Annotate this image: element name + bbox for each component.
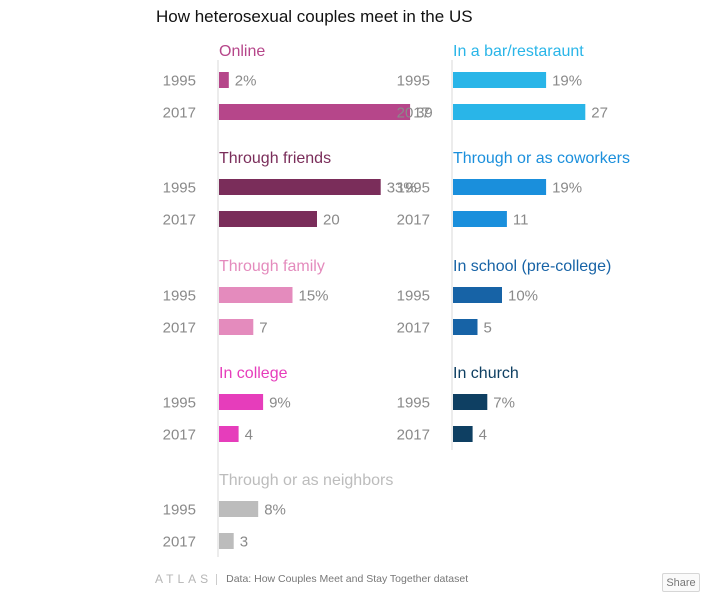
- year-label-2017: 2017: [163, 105, 196, 122]
- chart-title: How heterosexual couples meet in the US: [156, 7, 473, 26]
- bar-online-1995: [219, 72, 229, 88]
- year-label-1995: 1995: [397, 180, 430, 197]
- year-label-2017: 2017: [397, 105, 430, 122]
- year-label-2017: 2017: [397, 427, 430, 444]
- year-label-1995: 1995: [397, 73, 430, 90]
- bar-in-church-2017: [453, 426, 473, 442]
- panel-title-through-or-as-coworkers: Through or as coworkers: [453, 150, 630, 167]
- share-button[interactable]: Share: [662, 573, 700, 592]
- value-label-in-college-1995: 9%: [269, 395, 291, 412]
- bar-in-church-1995: [453, 394, 488, 410]
- bar-in-college-1995: [219, 394, 264, 410]
- year-label-2017: 2017: [163, 212, 196, 229]
- panel-title-in-a-bar-restaraunt: In a bar/restaraunt: [453, 43, 584, 60]
- value-label-through-or-as-neighbors-1995: 8%: [264, 502, 286, 519]
- year-label-1995: 1995: [163, 395, 196, 412]
- panel-title-through-family: Through family: [219, 258, 325, 275]
- value-label-through-or-as-coworkers-2017: 11: [513, 212, 529, 229]
- year-label-1995: 1995: [397, 288, 430, 305]
- bar-in-a-bar-restaraunt-1995: [453, 72, 547, 88]
- year-label-1995: 1995: [163, 180, 196, 197]
- bar-through-or-as-coworkers-1995: [453, 179, 547, 195]
- bar-through-family-2017: [219, 319, 254, 335]
- chart-footer: ATLAS Data: How Couples Meet and Stay To…: [155, 571, 468, 587]
- bar-through-friends-1995: [219, 179, 381, 195]
- panel-title-in-college: In college: [219, 365, 288, 382]
- year-label-1995: 1995: [163, 73, 196, 90]
- value-label-in-church-1995: 7%: [493, 395, 515, 412]
- bar-through-or-as-neighbors-2017: [219, 533, 234, 549]
- bar-in-college-2017: [219, 426, 239, 442]
- value-label-through-family-1995: 15%: [299, 288, 329, 305]
- value-label-online-1995: 2%: [235, 73, 257, 90]
- bar-through-or-as-neighbors-1995: [219, 501, 259, 517]
- year-label-2017: 2017: [397, 320, 430, 337]
- value-label-in-school-pre-college-2017: 5: [484, 320, 492, 337]
- value-label-through-friends-1995: 33%: [387, 180, 417, 197]
- value-label-through-family-2017: 7: [259, 320, 267, 337]
- value-label-in-church-2017: 4: [479, 427, 487, 444]
- value-label-in-college-2017: 4: [245, 427, 253, 444]
- value-label-in-school-pre-college-1995: 10%: [508, 288, 538, 305]
- year-label-1995: 1995: [163, 288, 196, 305]
- panel-title-in-church: In church: [453, 365, 519, 382]
- year-label-2017: 2017: [397, 212, 430, 229]
- value-label-through-or-as-neighbors-2017: 3: [240, 534, 248, 551]
- value-label-in-a-bar-restaraunt-1995: 19%: [552, 73, 582, 90]
- bar-in-a-bar-restaraunt-2017: [453, 104, 586, 120]
- value-label-through-friends-2017: 20: [323, 212, 340, 229]
- bar-through-friends-2017: [219, 211, 317, 227]
- data-source-note: Data: How Couples Meet and Stay Together…: [226, 573, 469, 585]
- footer-divider: [216, 573, 218, 585]
- value-label-online-2017: 39: [416, 105, 433, 122]
- bar-in-school-pre-college-1995: [453, 287, 502, 303]
- year-label-2017: 2017: [163, 534, 196, 551]
- year-label-2017: 2017: [163, 427, 196, 444]
- year-label-1995: 1995: [163, 502, 196, 519]
- panel-title-through-friends: Through friends: [219, 150, 331, 167]
- bar-through-family-1995: [219, 287, 293, 303]
- year-label-2017: 2017: [163, 320, 196, 337]
- panel-title-through-or-as-neighbors: Through or as neighbors: [219, 472, 393, 489]
- atlas-logo: ATLAS: [155, 572, 213, 586]
- year-label-1995: 1995: [397, 395, 430, 412]
- bar-through-or-as-coworkers-2017: [453, 211, 507, 227]
- panel-title-online: Online: [219, 43, 265, 60]
- bar-online-2017: [219, 104, 411, 120]
- value-label-in-a-bar-restaraunt-2017: 27: [591, 105, 608, 122]
- bar-in-school-pre-college-2017: [453, 319, 478, 335]
- value-label-through-or-as-coworkers-1995: 19%: [552, 180, 582, 197]
- panel-title-in-school-pre-college: In school (pre-college): [453, 258, 611, 275]
